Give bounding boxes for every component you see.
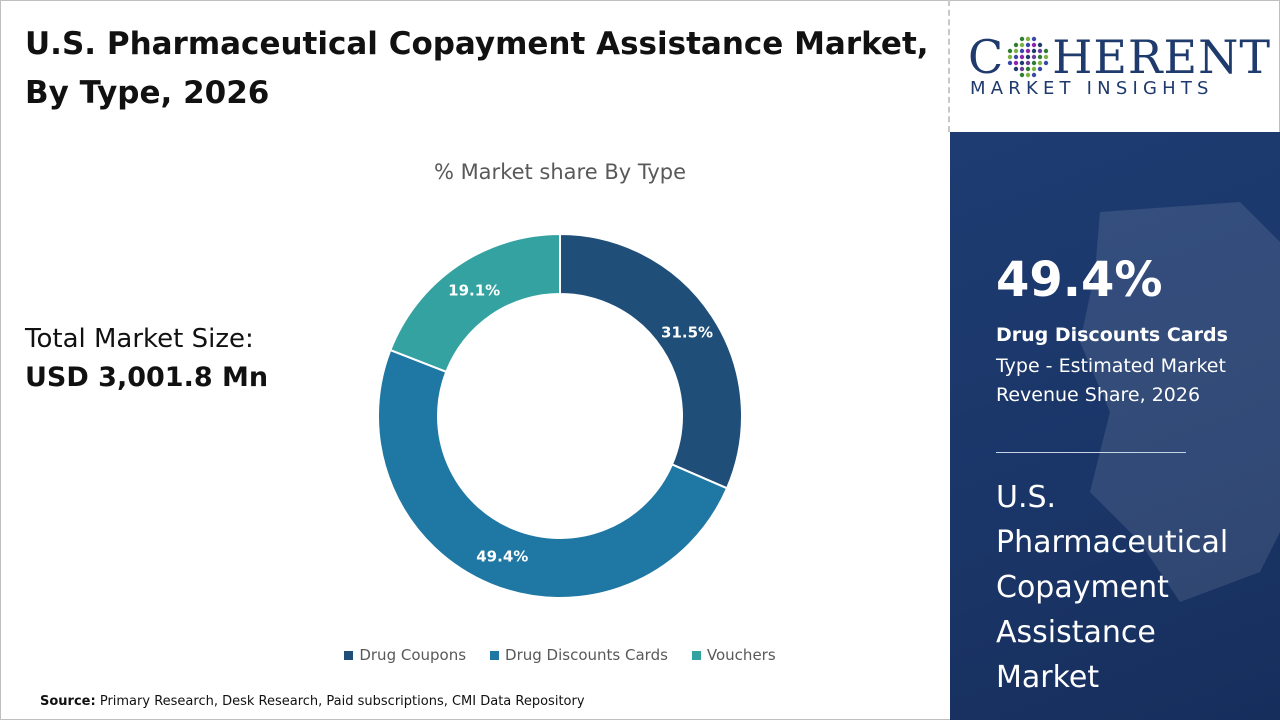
logo-dot <box>1020 48 1025 54</box>
logo-dot <box>1044 60 1049 66</box>
logo-dot <box>1032 42 1037 48</box>
source-text: Primary Research, Desk Research, Paid su… <box>99 694 585 709</box>
logo-dot <box>1020 54 1025 60</box>
logo-dot <box>1014 66 1019 72</box>
logo-dot <box>1032 48 1037 54</box>
logo-letters-herent: HERENT <box>1052 30 1272 84</box>
legend-swatch-drug-coupons <box>344 650 354 660</box>
logo-dot <box>1026 48 1031 54</box>
logo-dot <box>1014 48 1019 54</box>
logo-dot <box>1032 72 1037 78</box>
logo-dot <box>1020 72 1025 78</box>
company-logo: C HERENT MARKET INSIGHTS <box>968 30 1271 100</box>
market-size-label: Total Market Size: <box>25 324 254 354</box>
panel-market-title: U.S. Pharmaceutical Copayment Assistance… <box>996 480 1229 695</box>
panel-divider <box>996 452 1186 453</box>
legend-item-drug-discounts-cards: Drug Discounts Cards <box>490 646 668 664</box>
source-label: Source: <box>40 694 96 709</box>
chart-legend: Drug Coupons Drug Discounts Cards Vouche… <box>330 646 790 664</box>
logo-dot <box>1032 54 1037 60</box>
logo-dot <box>1008 60 1013 66</box>
logo-dot <box>1032 66 1037 72</box>
logo-dot <box>1026 54 1031 60</box>
logo-dot <box>1038 60 1043 66</box>
legend-swatch-vouchers <box>691 650 701 660</box>
legend-label-vouchers: Vouchers <box>706 646 776 664</box>
logo-dot <box>1038 54 1043 60</box>
highlight-percent: 49.4% <box>996 252 1163 308</box>
logo-dot <box>1020 36 1025 42</box>
data-label-drug-discounts-cards: 49.4% <box>476 548 528 566</box>
logo-dot <box>1014 42 1019 48</box>
logo-dot <box>1014 54 1019 60</box>
donut-chart: 31.5% 49.4% 19.1% <box>377 232 743 599</box>
logo-dot-globe-icon <box>1008 36 1049 78</box>
market-size-value: USD 3,001.8 Mn <box>25 362 269 393</box>
logo-dot <box>1026 60 1031 66</box>
logo-dot <box>1008 54 1013 60</box>
legend-label-drug-discounts-cards: Drug Discounts Cards <box>505 646 668 664</box>
highlight-segment-name: Drug Discounts Cards <box>996 324 1228 346</box>
map-watermark-icon <box>1080 202 1280 602</box>
page-title: U.S. Pharmaceutical Copayment Assistance… <box>25 26 929 111</box>
donut-slice-drug-coupons <box>559 232 743 490</box>
logo-dot <box>1020 42 1025 48</box>
donut-slices <box>377 232 743 599</box>
logo-dot <box>1038 42 1043 48</box>
donut-labels: 31.5% 49.4% 19.1% <box>448 282 713 566</box>
highlight-description: Type - Estimated Market Revenue Share, 2… <box>996 355 1226 406</box>
logo-dot <box>1032 36 1037 42</box>
chart-title: % Market share By Type <box>433 160 687 184</box>
logo-dot <box>1014 60 1019 66</box>
highlight-panel: 49.4% Drug Discounts Cards Type - Estima… <box>950 132 1280 720</box>
data-label-drug-coupons: 31.5% <box>661 324 713 342</box>
logo-dot <box>1026 72 1031 78</box>
logo-letter-c: C <box>968 30 1005 84</box>
logo-dot <box>1020 60 1025 66</box>
legend-item-drug-coupons: Drug Coupons <box>344 646 466 664</box>
donut-slice-drug-discounts-cards <box>377 348 729 599</box>
logo-dot <box>1026 42 1031 48</box>
logo-dot <box>1044 54 1049 60</box>
data-label-vouchers: 19.1% <box>448 282 500 300</box>
logo-wordmark: C HERENT <box>968 30 1271 84</box>
legend-item-vouchers: Vouchers <box>691 646 776 664</box>
logo-subtitle: MARKET INSIGHTS <box>970 78 1214 99</box>
header-divider <box>948 0 950 132</box>
logo-dot <box>1026 36 1031 42</box>
donut-slice-vouchers <box>389 232 561 374</box>
source-note: Source: Primary Research, Desk Research,… <box>40 694 585 709</box>
logo-dot <box>1044 48 1049 54</box>
logo-dot <box>1008 48 1013 54</box>
logo-dot <box>1026 66 1031 72</box>
logo-dot <box>1038 66 1043 72</box>
logo-dot <box>1032 60 1037 66</box>
logo-dot <box>1038 48 1043 54</box>
legend-label-drug-coupons: Drug Coupons <box>359 646 467 664</box>
logo-dot <box>1020 66 1025 72</box>
legend-swatch-drug-discounts-cards <box>490 650 500 660</box>
